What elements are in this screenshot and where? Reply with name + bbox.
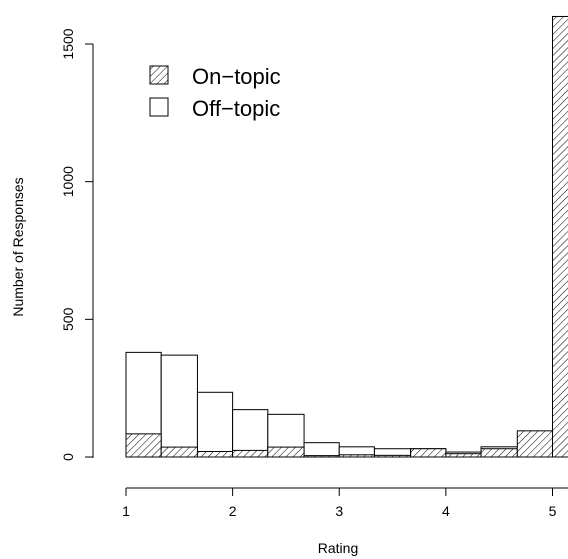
y-tick-label: 1500 [60, 28, 76, 59]
on-topic-bars [125, 15, 568, 458]
legend: On−topic Off−topic [149, 64, 281, 121]
on-topic-bar [373, 454, 412, 458]
on-topic-bar [267, 446, 305, 458]
x-tick-label: 4 [442, 503, 450, 519]
x-tick-label: 1 [122, 503, 130, 519]
on-topic-bar [303, 455, 340, 458]
y-axis-title: Number of Responses [10, 177, 26, 316]
on-topic-bar [552, 15, 568, 458]
on-topic-bar [125, 433, 162, 458]
on-topic-bar [480, 448, 518, 458]
off-topic-bars [125, 351, 518, 458]
on-topic-bar [516, 430, 553, 458]
on-topic-bar [232, 449, 269, 458]
x-axis-title: Rating [318, 540, 358, 556]
x-axis-ticks: 1 2 3 4 5 [122, 488, 557, 519]
legend-label-off-topic: Off−topic [192, 96, 280, 121]
legend-swatch-off-topic [149, 97, 169, 117]
on-topic-bar [338, 454, 375, 458]
legend-swatch-on-topic [149, 65, 169, 85]
x-tick-label: 5 [549, 503, 557, 519]
off-topic-bar [160, 354, 198, 458]
legend-label-on-topic: On−topic [192, 64, 281, 89]
on-topic-bar [196, 450, 234, 458]
off-topic-bar [232, 409, 269, 458]
off-topic-bar [196, 391, 234, 458]
on-topic-bar [445, 453, 482, 458]
y-tick-label: 500 [60, 307, 76, 331]
off-topic-bar [303, 442, 340, 458]
on-topic-bar [160, 446, 198, 458]
x-tick-label: 3 [335, 503, 343, 519]
y-tick-label: 0 [60, 453, 76, 461]
y-axis-ticks: 0 500 1000 1500 [60, 28, 93, 461]
on-topic-bar [410, 448, 447, 458]
x-tick-label: 2 [229, 503, 237, 519]
y-tick-label: 1000 [60, 166, 76, 197]
